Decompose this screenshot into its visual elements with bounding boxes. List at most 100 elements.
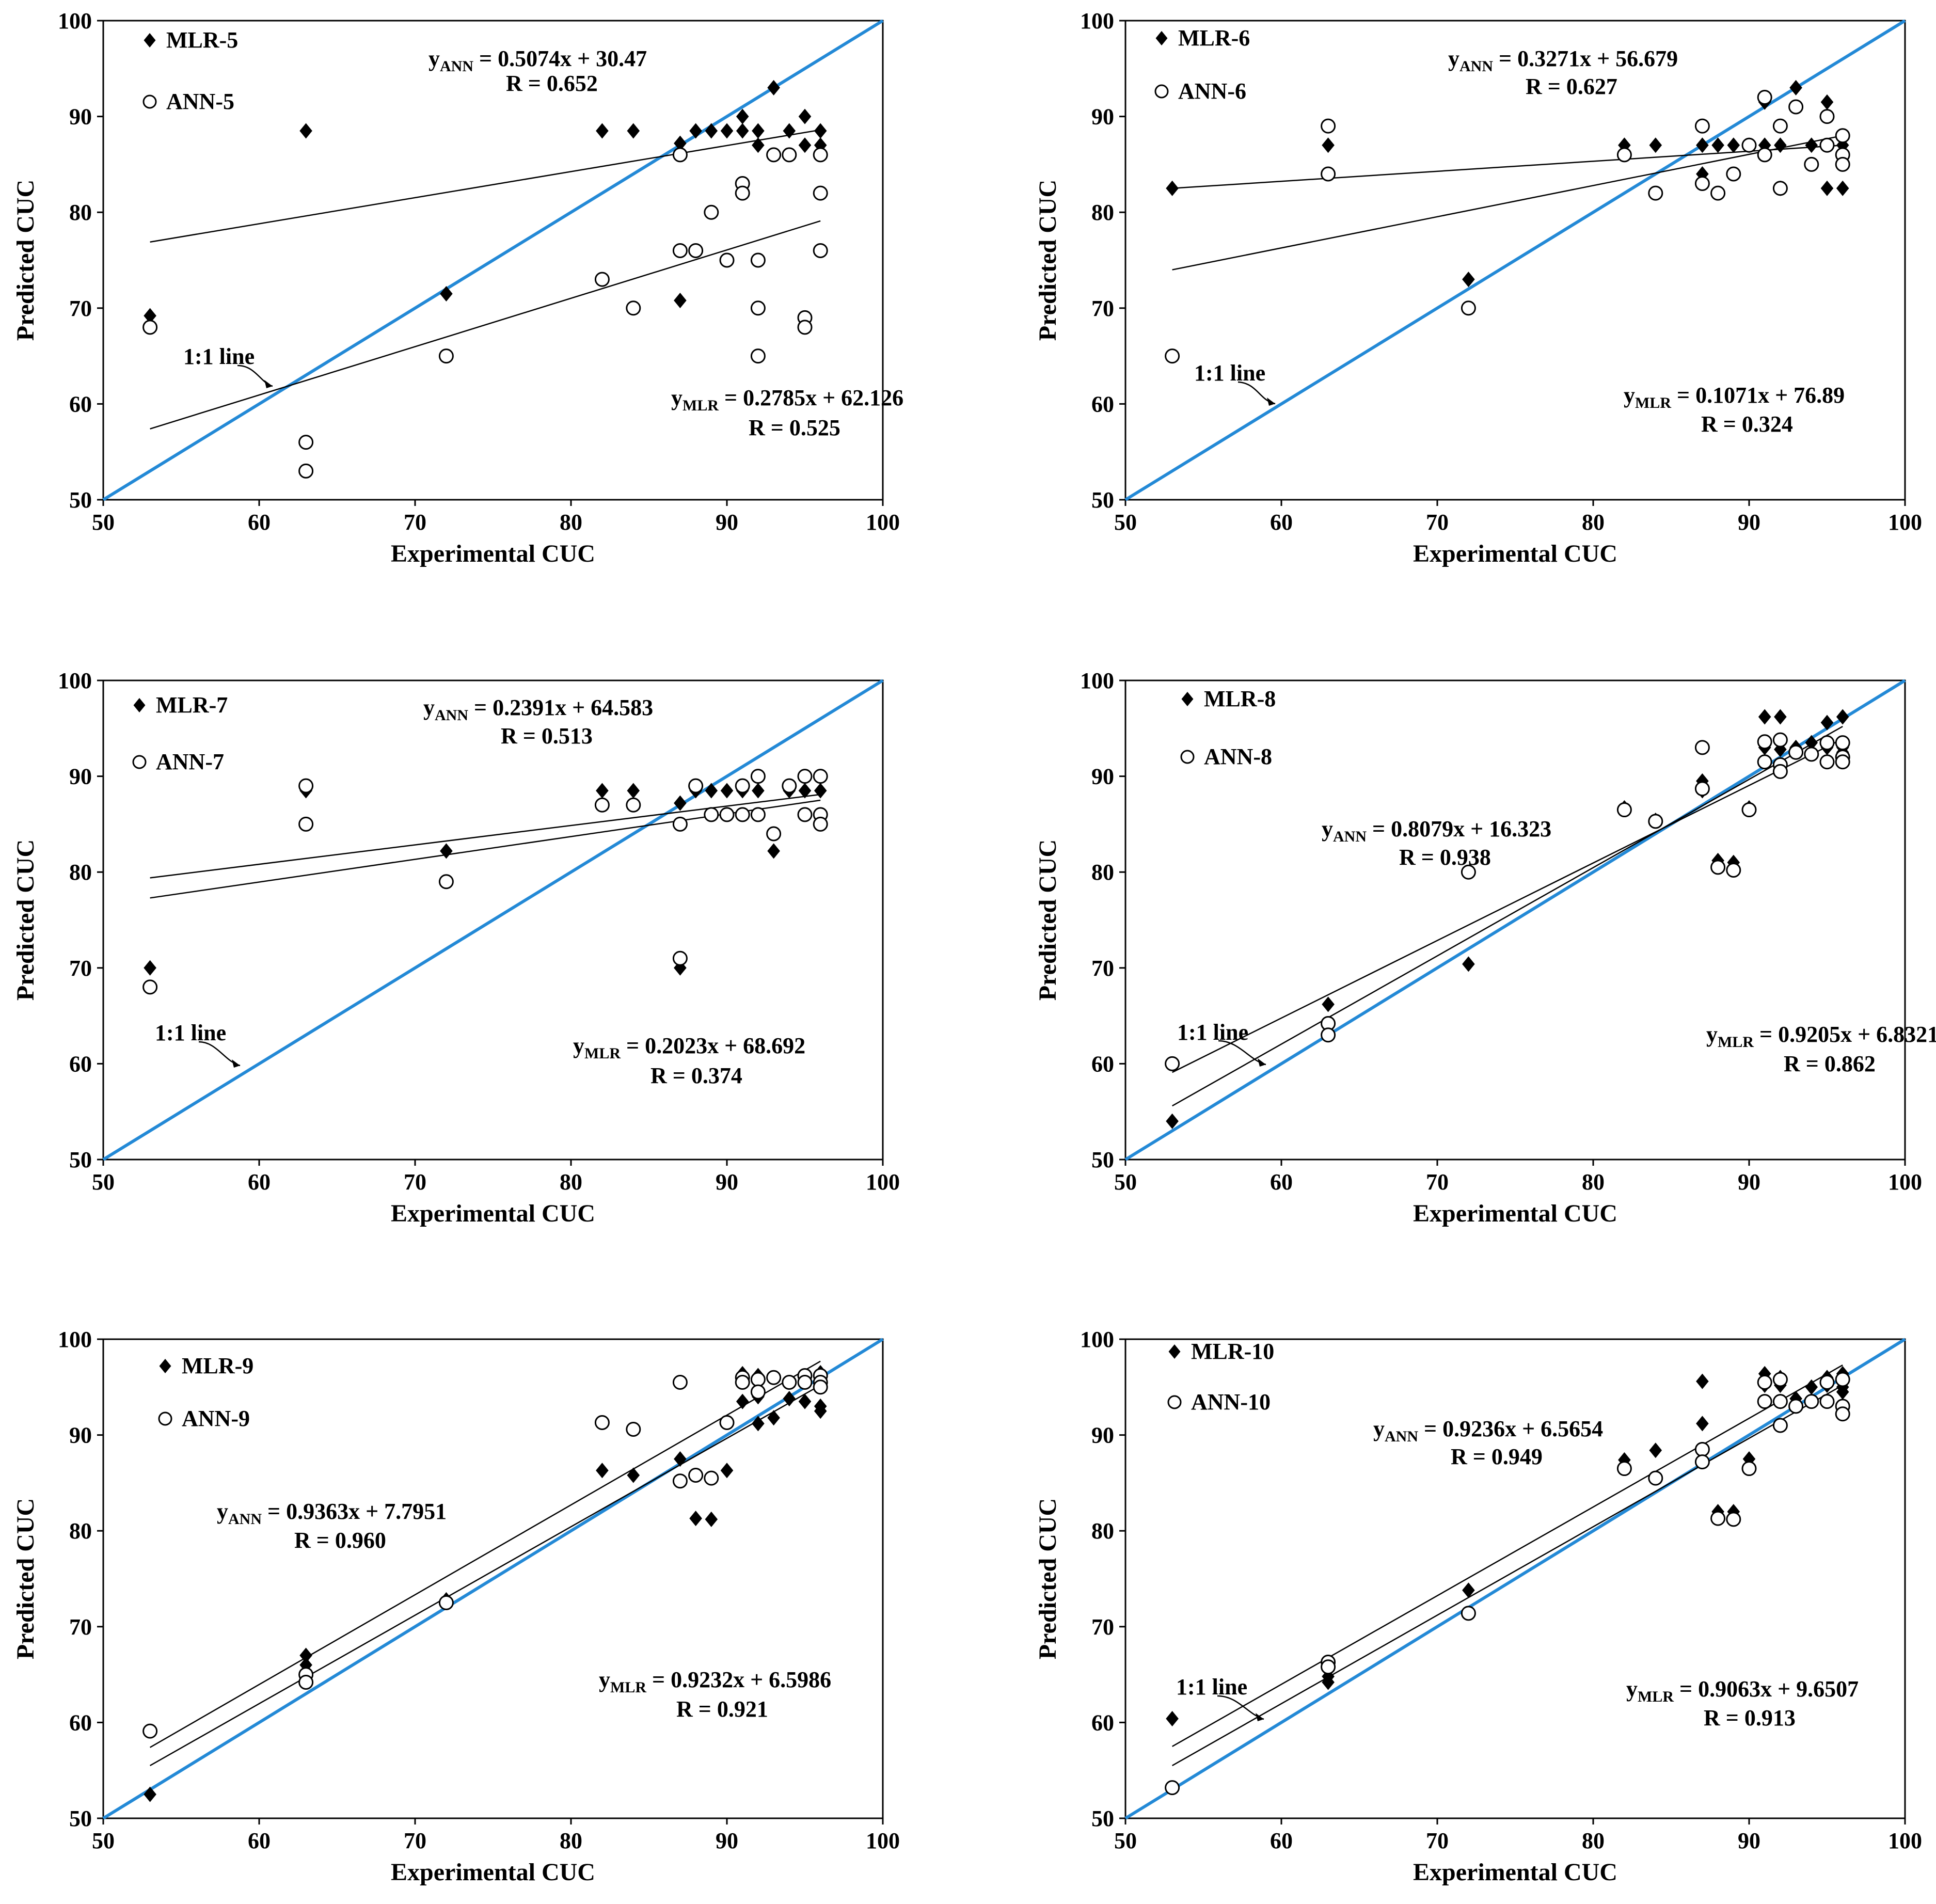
data-point-mlr-10 — [1462, 1582, 1475, 1598]
y-axis-title: Predicted CUC — [1034, 1498, 1061, 1659]
fit-equation: yMLR = 0.9205x + 6.8321 — [1706, 1022, 1936, 1051]
chart-panel-3: 50 60 70 80 90 100 50 60 70 80 90 100 Experimental C… — [12, 668, 900, 1227]
data-point-mlr-5 — [767, 80, 780, 96]
plot-area — [1124, 679, 1906, 1161]
x-axis-title: Experimental CUC — [391, 540, 595, 567]
x-axis-title: Experimental CUC — [391, 1200, 595, 1227]
data-point-ann-7 — [766, 826, 782, 842]
data-point-ann-10 — [1616, 1461, 1632, 1477]
data-point-ann-9 — [688, 1468, 704, 1483]
y-tick-label: 90 — [1091, 104, 1114, 130]
fit-equation: yMLR = 0.2023x + 68.692 — [573, 1033, 805, 1062]
data-point-ann-6 — [1819, 109, 1835, 124]
identity-line-label: 1:1 line — [1176, 1674, 1247, 1700]
data-point-ann-7 — [594, 797, 610, 813]
x-tick-label: 90 — [716, 1828, 738, 1853]
data-point-mlr-6 — [1805, 137, 1818, 153]
y-tick-label: 50 — [1091, 1806, 1114, 1831]
data-point-ann-8 — [1710, 860, 1726, 875]
y-tick-label: 70 — [69, 956, 92, 981]
data-point-mlr-6 — [1820, 94, 1834, 110]
data-point-mlr-9 — [596, 1463, 609, 1479]
legend-marker-circle — [1167, 1395, 1182, 1409]
x-tick-label: 60 — [248, 1169, 271, 1195]
data-point-ann-10 — [1819, 1375, 1835, 1390]
legend-marker-diamond — [159, 1359, 171, 1373]
data-point-mlr-5 — [720, 123, 734, 139]
data-point-mlr-8 — [1820, 715, 1834, 731]
data-point-ann-7 — [750, 807, 766, 822]
y-axis-title: Predicted CUC — [1034, 180, 1061, 341]
legend-label: ANN-8 — [1204, 744, 1272, 769]
fit-r-value: R = 0.525 — [749, 415, 840, 440]
data-point-ann-8 — [1819, 735, 1835, 751]
y-tick-label: 70 — [69, 1614, 92, 1640]
fit-equation: yANN = 0.9236x + 6.5654 — [1373, 1416, 1603, 1445]
data-point-ann-9 — [750, 1384, 766, 1400]
data-point-ann-7 — [142, 979, 158, 995]
data-point-ann-6 — [1819, 137, 1835, 153]
data-point-ann-10 — [1819, 1394, 1835, 1409]
data-point-ann-10 — [1461, 1606, 1476, 1621]
x-tick-label: 70 — [1426, 1169, 1449, 1195]
data-point-mlr-9 — [736, 1393, 749, 1409]
fit-r-value: R = 0.513 — [501, 723, 593, 749]
y-tick-label: 70 — [1091, 956, 1114, 981]
data-point-mlr-9 — [752, 1416, 765, 1432]
x-axis-title: Experimental CUC — [391, 1859, 595, 1886]
data-point-mlr-8 — [1805, 735, 1818, 751]
data-point-ann-7 — [626, 797, 641, 813]
data-point-ann-8 — [1772, 732, 1788, 748]
identity-line — [1124, 1338, 1906, 1820]
y-axis-title: Predicted CUC — [12, 1498, 39, 1659]
x-tick-label: 70 — [404, 1828, 426, 1853]
fit-equation: yANN = 0.5074x + 30.47 — [429, 46, 647, 75]
data-point-ann-10 — [1694, 1441, 1710, 1457]
y-tick-label: 90 — [1091, 764, 1114, 789]
data-point-ann-9 — [626, 1421, 641, 1437]
data-point-mlr-6 — [1820, 180, 1834, 196]
data-point-mlr-7 — [627, 783, 640, 799]
data-point-ann-9 — [438, 1595, 454, 1610]
y-tick-label: 70 — [69, 296, 92, 321]
data-point-ann-5 — [797, 320, 813, 335]
y-tick-label: 90 — [69, 1423, 92, 1448]
data-point-mlr-5 — [752, 123, 765, 139]
y-tick-label: 50 — [69, 1147, 92, 1172]
data-point-ann-9 — [704, 1470, 719, 1486]
data-point-mlr-8 — [1462, 956, 1475, 972]
x-tick-label: 80 — [560, 1169, 582, 1195]
x-tick-label: 90 — [716, 1169, 738, 1195]
data-point-mlr-5 — [783, 123, 796, 139]
data-point-ann-10 — [1835, 1406, 1850, 1422]
data-point-mlr-9 — [783, 1391, 796, 1407]
identity-line — [102, 1338, 884, 1820]
fit-equation: yANN = 0.9363x + 7.7951 — [217, 1499, 447, 1528]
data-point-ann-6 — [1757, 89, 1772, 105]
data-point-ann-8 — [1648, 814, 1663, 829]
data-point-ann-10 — [1835, 1372, 1850, 1387]
data-point-mlr-7 — [798, 783, 812, 799]
x-tick-label: 60 — [1270, 510, 1293, 535]
data-point-mlr-5 — [596, 123, 609, 139]
data-point-ann-10 — [1165, 1780, 1180, 1796]
data-point-mlr-5 — [798, 108, 812, 124]
x-tick-label: 100 — [1888, 1169, 1922, 1195]
chart-panel-5: 50 60 70 80 90 100 50 60 70 80 90 100 Experimental C… — [12, 1327, 900, 1886]
data-point-ann-6 — [1757, 147, 1772, 163]
identity-line-label: 1:1 line — [1194, 360, 1265, 386]
data-point-ann-6 — [1321, 166, 1336, 182]
data-point-mlr-7 — [705, 783, 718, 799]
data-point-mlr-8 — [1836, 709, 1849, 725]
identity-line-label: 1:1 line — [155, 1020, 226, 1045]
data-point-mlr-6 — [1836, 137, 1849, 153]
data-point-ann-6 — [1710, 185, 1726, 201]
y-tick-label: 60 — [69, 1710, 92, 1735]
data-point-ann-5 — [750, 300, 766, 316]
data-point-ann-8 — [1726, 862, 1741, 878]
data-point-ann-7 — [797, 769, 813, 784]
y-tick-label: 50 — [69, 487, 92, 513]
data-point-ann-5 — [142, 320, 158, 335]
data-point-ann-9 — [672, 1375, 688, 1390]
y-axis-title: Predicted CUC — [1034, 839, 1061, 1001]
